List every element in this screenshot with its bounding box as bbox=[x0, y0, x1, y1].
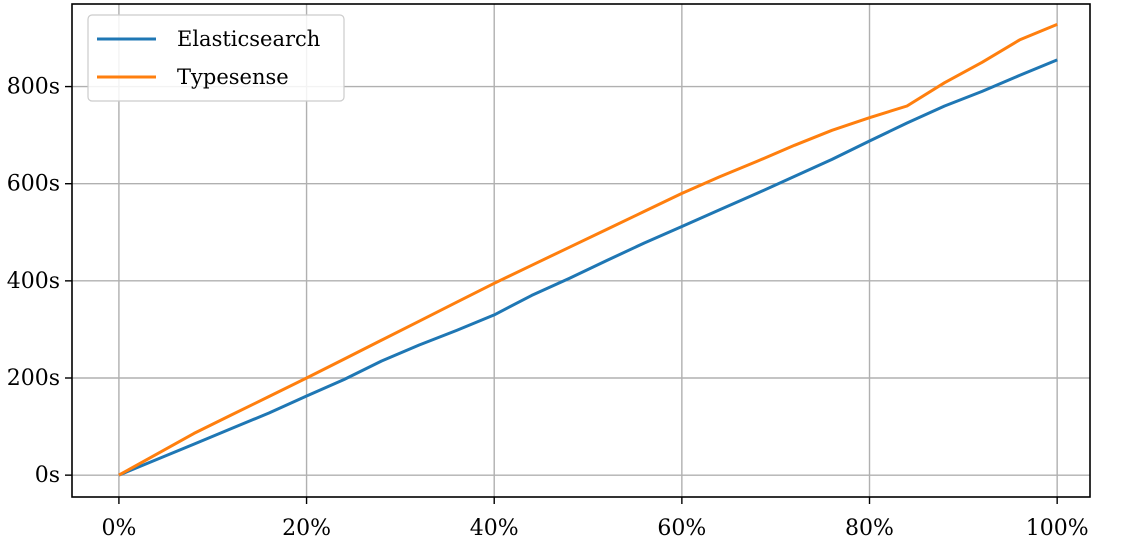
x-tick-label: 20% bbox=[282, 516, 331, 541]
y-tick-label: 800s bbox=[7, 75, 60, 100]
y-tick-label: 400s bbox=[7, 269, 60, 294]
series-lines bbox=[118, 23, 1058, 477]
legend: Elasticsearch Typesense bbox=[87, 14, 345, 102]
x-tick-label: 0% bbox=[101, 516, 136, 541]
series-line-typesense bbox=[118, 23, 1058, 477]
y-axis: 0s 200s 400s 600s 800s bbox=[7, 75, 72, 488]
x-tick-label: 40% bbox=[470, 516, 519, 541]
x-axis: 0% 20% 40% 60% 80% 100% bbox=[101, 497, 1089, 541]
plot-frame bbox=[71, 3, 1091, 498]
series-line-elasticsearch bbox=[118, 58, 1058, 477]
x-tick-label: 60% bbox=[657, 516, 706, 541]
x-tick-label: 100% bbox=[1026, 516, 1089, 541]
y-tick-label: 200s bbox=[7, 366, 60, 391]
legend-label-typesense: Typesense bbox=[177, 65, 289, 89]
legend-label-elasticsearch: Elasticsearch bbox=[177, 27, 320, 51]
legend-box bbox=[87, 14, 345, 102]
y-tick-label: 600s bbox=[7, 172, 60, 197]
y-tick-label: 0s bbox=[35, 463, 60, 488]
x-tick-label: 80% bbox=[845, 516, 894, 541]
